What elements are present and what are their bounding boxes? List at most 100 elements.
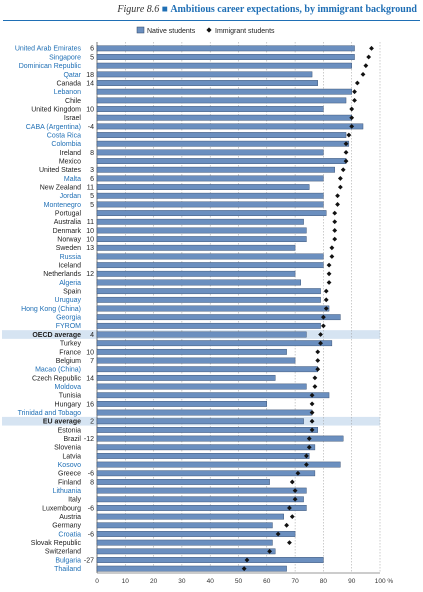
x-tick-label: 30 — [178, 578, 186, 585]
country-label: Montenegro — [44, 202, 81, 209]
native-bar — [96, 453, 310, 459]
immigrant-marker — [340, 167, 346, 173]
native-bar — [96, 314, 341, 321]
country-label: Hong Kong (China) — [21, 306, 81, 313]
immigrant-marker — [346, 132, 352, 138]
difference-value: -6 — [88, 531, 94, 538]
difference-value: 12 — [86, 271, 94, 278]
native-bar — [96, 192, 324, 199]
legend: Native students Immigrant students — [136, 26, 275, 35]
native-bar — [96, 496, 304, 503]
country-label: Tunisia — [59, 393, 81, 400]
country-label: Iceland — [58, 263, 81, 270]
immigrant-marker — [309, 418, 315, 424]
country-label: Turkey — [60, 341, 82, 348]
immigrant-marker — [321, 323, 326, 329]
country-label: Brazil — [63, 436, 81, 443]
figure-title: Ambitious career expectations, by immigr… — [170, 4, 417, 15]
country-label: Norway — [57, 237, 81, 244]
difference-value: 11 — [87, 184, 94, 191]
native-bar — [96, 140, 350, 147]
immigrant-marker — [337, 176, 343, 181]
country-label: United Kingdom — [31, 106, 81, 113]
native-bar — [96, 184, 310, 190]
difference-value: -6 — [88, 471, 94, 478]
difference-value: 14 — [86, 375, 94, 382]
country-label: Kosovo — [58, 462, 81, 469]
difference-value: 2 — [90, 419, 94, 426]
native-bar — [96, 392, 330, 399]
native-bar — [96, 149, 324, 156]
immigrant-marker — [366, 54, 372, 60]
legend-native-swatch — [136, 26, 145, 34]
native-bar — [96, 218, 304, 225]
immigrant-marker — [335, 202, 340, 207]
x-tick-label: 20 — [150, 578, 158, 585]
country-label: Italy — [68, 497, 81, 504]
immigrant-marker — [312, 384, 318, 389]
country-label: Singapore — [49, 54, 81, 61]
native-bar — [96, 383, 307, 390]
immigrant-marker — [343, 158, 349, 164]
country-label: Russia — [60, 254, 82, 261]
native-bar — [96, 80, 318, 86]
native-bar — [96, 236, 307, 243]
difference-value: 7 — [90, 358, 94, 365]
immigrant-marker — [352, 97, 357, 103]
country-label: Hungary — [55, 401, 82, 408]
native-bar — [96, 470, 316, 477]
native-bar — [96, 505, 307, 511]
country-label: Croatia — [58, 531, 81, 538]
native-bar — [96, 366, 318, 373]
x-tick-label: 40 — [207, 578, 215, 585]
native-bar — [96, 401, 268, 407]
native-bar — [96, 461, 341, 468]
immigrant-marker — [318, 332, 323, 337]
legend-native-label: Native students — [147, 28, 196, 35]
native-bar — [96, 71, 313, 78]
country-label: Malta — [64, 176, 81, 183]
native-bar — [96, 175, 324, 182]
native-bar — [96, 296, 321, 303]
immigrant-marker — [349, 115, 355, 121]
native-bar — [96, 348, 287, 355]
country-label: Thailand — [54, 566, 81, 573]
immigrant-marker — [326, 280, 332, 285]
difference-value: 8 — [90, 150, 94, 157]
native-bar — [96, 88, 352, 95]
native-bar — [96, 244, 296, 251]
difference-value: -12 — [84, 436, 94, 443]
native-bar — [96, 270, 296, 277]
native-bar — [96, 322, 321, 329]
native-bar — [96, 305, 330, 312]
immigrant-marker — [309, 410, 315, 415]
native-bar — [96, 522, 273, 529]
immigrant-marker — [292, 488, 298, 494]
immigrant-marker — [332, 210, 338, 216]
country-label: Canada — [56, 80, 81, 87]
immigrant-marker — [369, 45, 374, 51]
x-tick-label: 60 — [263, 578, 271, 585]
immigrant-marker — [337, 184, 343, 190]
difference-value: 13 — [86, 245, 94, 252]
immigrant-marker — [315, 358, 321, 363]
immigrant-marker — [323, 297, 329, 303]
country-label: Lithuania — [53, 488, 82, 495]
native-bar — [96, 331, 307, 338]
country-label: Dominican Republic — [19, 63, 82, 70]
immigrant-marker — [309, 427, 315, 433]
immigrant-marker — [323, 306, 329, 311]
legend-immigrant-label: Immigrant students — [215, 28, 275, 35]
country-label: Spain — [63, 289, 81, 296]
difference-values: 65181410-483611551110101312410714162-12-… — [84, 46, 94, 565]
native-bar — [96, 557, 324, 563]
immigrant-marker — [315, 366, 321, 372]
immigrant-marker — [363, 63, 369, 69]
native-bar — [96, 409, 313, 416]
country-label: Luxembourg — [42, 505, 81, 512]
immigrant-marker — [304, 453, 309, 459]
legend-immigrant-marker — [206, 27, 212, 33]
immigrant-marker — [323, 288, 329, 294]
immigrant-marker — [289, 479, 295, 485]
